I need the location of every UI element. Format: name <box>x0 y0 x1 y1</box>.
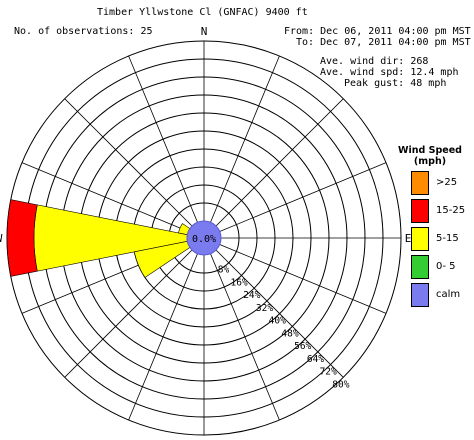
compass-label-n: N <box>201 25 208 38</box>
legend-label: >25 <box>436 177 458 188</box>
gust-value: 48 mph <box>410 78 447 89</box>
avg-dir-label: Ave. wind dir: <box>320 56 405 67</box>
ring-label: 32% <box>256 303 273 314</box>
sector-line <box>128 55 205 239</box>
legend-label: 5-15 <box>436 233 459 244</box>
sector-line <box>203 237 387 314</box>
calm-circle <box>186 220 222 256</box>
calm-percent-label: 0.0% <box>192 234 216 245</box>
sector-line <box>203 98 344 239</box>
avg-spd-line: Ave. wind spd: 12.4 mph <box>320 67 459 78</box>
legend-swatch <box>411 283 429 307</box>
ring-label: 48% <box>281 328 298 339</box>
obs-value: 25 <box>140 26 153 37</box>
ring-label: 80% <box>332 379 349 390</box>
station-title: Timber Yllwstone Cl (GNFAC) 9400 ft <box>97 7 308 18</box>
legend-title: Wind Speed (mph) <box>386 145 474 167</box>
legend-swatch <box>411 227 429 251</box>
sector-line <box>203 55 280 239</box>
compass-label-s: S <box>201 438 208 440</box>
ring-label: 16% <box>230 277 247 288</box>
sector-line <box>203 237 280 421</box>
avg-dir-line: Ave. wind dir: 268 <box>320 56 428 67</box>
sector-line <box>128 237 205 421</box>
legend-swatch <box>411 199 429 223</box>
ring-label: 72% <box>320 367 337 378</box>
petals <box>6 199 191 278</box>
to-value: Dec 07, 2011 04:00 pm MST <box>320 37 471 48</box>
avg-dir-value: 268 <box>410 56 429 67</box>
compass-label-w: W <box>0 232 3 245</box>
sector-line <box>203 237 344 378</box>
sector-line <box>64 237 205 378</box>
calm-area: 0.0% <box>186 220 222 256</box>
gust-label: Peak gust: <box>344 78 405 89</box>
ring-label: 64% <box>307 354 324 365</box>
labels: N E S W 8%16% 24% 32% 40%48% 56% 64% 72%80% <box>0 25 411 440</box>
legend-title-line1: Wind Speed <box>398 145 462 156</box>
peak-gust-line: Peak gust: 48 mph <box>344 78 446 89</box>
to-line: To: Dec 07, 2011 04:00 pm MST <box>296 37 471 48</box>
sector-line <box>21 162 205 239</box>
ring-label: 24% <box>243 290 260 301</box>
to-label: To: <box>296 37 315 48</box>
petal-w-15-25 <box>6 199 38 277</box>
ring-label: 56% <box>294 341 311 352</box>
ring-label: 40% <box>269 316 286 327</box>
from-value: Dec 06, 2011 04:00 pm MST <box>320 26 471 37</box>
legend-title-line2: (mph) <box>413 156 447 167</box>
avg-spd-label: Ave. wind spd: <box>320 67 405 78</box>
sector-line <box>203 162 387 239</box>
legend-label: 15-25 <box>436 205 466 216</box>
legend-swatch <box>411 255 429 279</box>
ring-label: 8% <box>218 265 230 276</box>
legend-swatch <box>411 171 429 195</box>
avg-spd-value: 12.4 mph <box>410 67 459 78</box>
legend-label: 0- 5 <box>436 261 456 272</box>
from-label: From: <box>284 26 315 37</box>
observation-count: No. of observations: 25 <box>14 26 153 37</box>
legend-label: calm <box>436 289 461 300</box>
compass-label-e: E <box>405 232 412 245</box>
obs-label: No. of observations: <box>14 26 135 37</box>
from-line: From: Dec 06, 2011 04:00 pm MST <box>284 26 471 37</box>
sector-line <box>64 98 205 239</box>
